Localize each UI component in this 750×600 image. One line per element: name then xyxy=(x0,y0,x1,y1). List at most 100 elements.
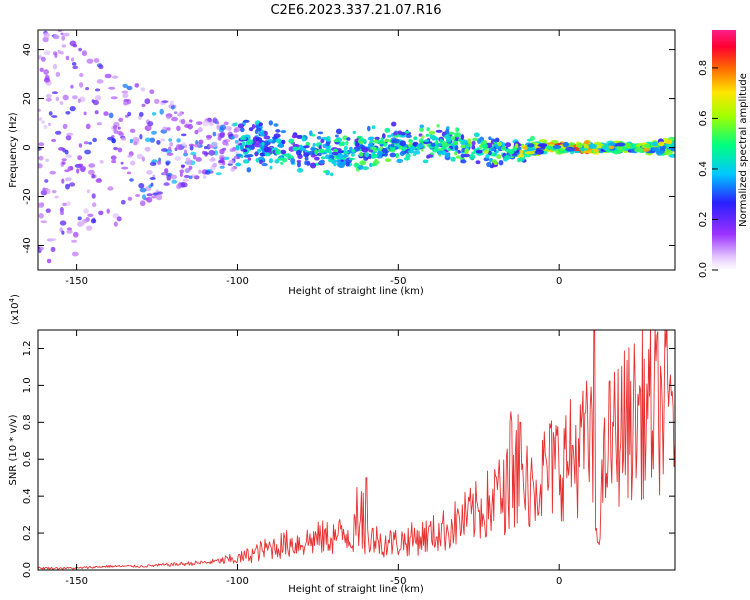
spectrogram-cell xyxy=(103,111,109,116)
spectrogram-marks xyxy=(38,30,675,264)
spectrogram-cell xyxy=(126,171,132,175)
spectrogram-cell xyxy=(403,157,410,161)
spectrogram-cell xyxy=(275,129,281,133)
spectrogram-cell xyxy=(311,133,316,137)
spectrogram-cell xyxy=(121,137,127,141)
spectrogram-cell xyxy=(219,165,225,169)
spectrogram-cell xyxy=(210,157,216,161)
spectrogram-cell xyxy=(55,71,60,78)
snr-y-ticks: 0.0 0.2 0.4 0.6 0.8 1.0 1.2 xyxy=(22,341,675,578)
spectrogram-cell xyxy=(44,179,49,183)
spectrogram-cell xyxy=(670,147,675,152)
spectrogram-cell xyxy=(49,170,56,175)
spectrogram-cell xyxy=(193,154,197,160)
spectrogram-cell xyxy=(51,139,57,142)
spectrogram-cell xyxy=(493,138,500,143)
spectrogram-cell xyxy=(407,150,414,154)
spectrogram-cell xyxy=(64,177,72,182)
spectrogram-cell xyxy=(198,169,202,174)
spectrogram-cell xyxy=(350,153,355,157)
spectrogram-cell xyxy=(393,138,400,144)
spectrogram-cell xyxy=(460,159,467,164)
spectrogram-cell xyxy=(174,156,182,161)
spectrogram-cell xyxy=(58,147,65,151)
spectrogram-cell xyxy=(98,210,104,216)
spectrogram-cell xyxy=(374,136,380,141)
spectrogram-cell xyxy=(373,146,377,153)
spectrogram-cell xyxy=(154,98,160,104)
spectrogram-cell xyxy=(122,83,128,88)
spectrogram-cell xyxy=(358,152,364,157)
colorbar-tick-label: 0.6 xyxy=(698,110,709,126)
spectrogram-cell xyxy=(157,191,163,195)
spectrogram-cell xyxy=(223,121,229,126)
spectrogram-cell xyxy=(422,159,429,164)
spectrogram-cell xyxy=(616,145,624,150)
spectrogram-cell xyxy=(183,149,188,155)
spectrogram-cell xyxy=(382,133,386,139)
snr-series xyxy=(38,330,675,570)
spectrogram-cell xyxy=(185,157,191,163)
spectrogram-cell xyxy=(177,145,183,151)
spectrogram-cell xyxy=(303,152,310,158)
snr-y-tick-label: 0.4 xyxy=(22,488,33,504)
spectrogram-cell xyxy=(64,149,69,155)
spectrogram-cell xyxy=(264,152,271,157)
spectrogram-cell xyxy=(651,141,659,147)
spectrogram-cell xyxy=(71,251,79,257)
spectrogram-cell xyxy=(376,150,383,157)
spectrogram-cell xyxy=(519,149,524,154)
spectrogram-cell xyxy=(441,145,447,150)
spectrogram-cell xyxy=(63,32,70,37)
spectrogram-cell xyxy=(576,142,583,149)
spectrogram-cell xyxy=(450,156,456,162)
spectrogram-cell xyxy=(254,151,259,157)
spectrogram-cell xyxy=(38,155,44,161)
spectrogram-cell xyxy=(79,72,84,78)
spectrogram-cell xyxy=(219,132,225,138)
spectrogram-cell xyxy=(93,58,100,63)
spectrogram-cell xyxy=(515,143,519,148)
spectrogram-cell xyxy=(205,134,213,139)
snr-y-scale-close: ) xyxy=(10,294,21,298)
spectrogram-cell xyxy=(399,140,406,147)
spectrogram-cell xyxy=(562,141,570,148)
spectrogram-cell xyxy=(71,57,74,62)
spectrogram-cell xyxy=(43,77,51,83)
spectrogram-cell xyxy=(349,146,353,151)
spectrogram-cell xyxy=(261,163,268,167)
spectrogram-cell xyxy=(460,134,465,140)
spectrogram-cell xyxy=(179,169,185,174)
spectrogram-cell xyxy=(565,146,576,152)
spectrogram-cell xyxy=(134,83,140,88)
spectrogram-cell xyxy=(568,142,576,146)
spectrogram-cell xyxy=(87,213,94,217)
spectrogram-cell xyxy=(538,143,548,148)
spectrogram-cell xyxy=(338,162,345,168)
spectrogram-cell xyxy=(53,34,60,40)
spectrogram-cell xyxy=(45,158,49,162)
spectrogram-cell xyxy=(46,258,52,264)
spectrogram-cell xyxy=(384,138,390,143)
spectrogram-cell xyxy=(421,135,425,139)
spectrogram-cell xyxy=(66,227,73,231)
snr-y-tick-label: 0.2 xyxy=(22,525,33,541)
spectrogram-cell xyxy=(69,106,76,112)
spectrogram-cell xyxy=(202,175,207,179)
spectrogram-cell xyxy=(126,85,133,91)
spectrogram-cell xyxy=(195,157,202,162)
spectrogram-cell xyxy=(51,115,58,118)
spectrogram-cell xyxy=(70,84,74,89)
spectrogram-cell xyxy=(389,145,396,151)
spectrogram-cell xyxy=(45,208,51,213)
spectrogram-cell xyxy=(188,175,193,180)
spectrogram-cell xyxy=(295,150,302,156)
spectrogram-cell xyxy=(335,128,343,135)
spectrogram-cell xyxy=(454,145,459,151)
spectrogram-cell xyxy=(280,161,284,165)
spectrogram-cell xyxy=(290,157,296,164)
spectrogram-cell xyxy=(326,148,332,154)
spectrogram-cell xyxy=(38,117,43,121)
spectrogram-cell xyxy=(168,138,173,142)
spectrogram-cell xyxy=(247,157,252,161)
